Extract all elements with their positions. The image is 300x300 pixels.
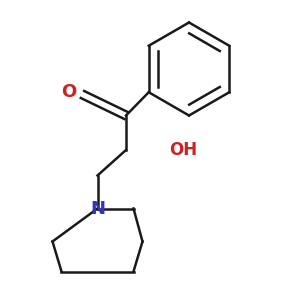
Text: O: O — [61, 83, 76, 101]
Text: N: N — [90, 200, 105, 217]
Text: OH: OH — [169, 141, 198, 159]
